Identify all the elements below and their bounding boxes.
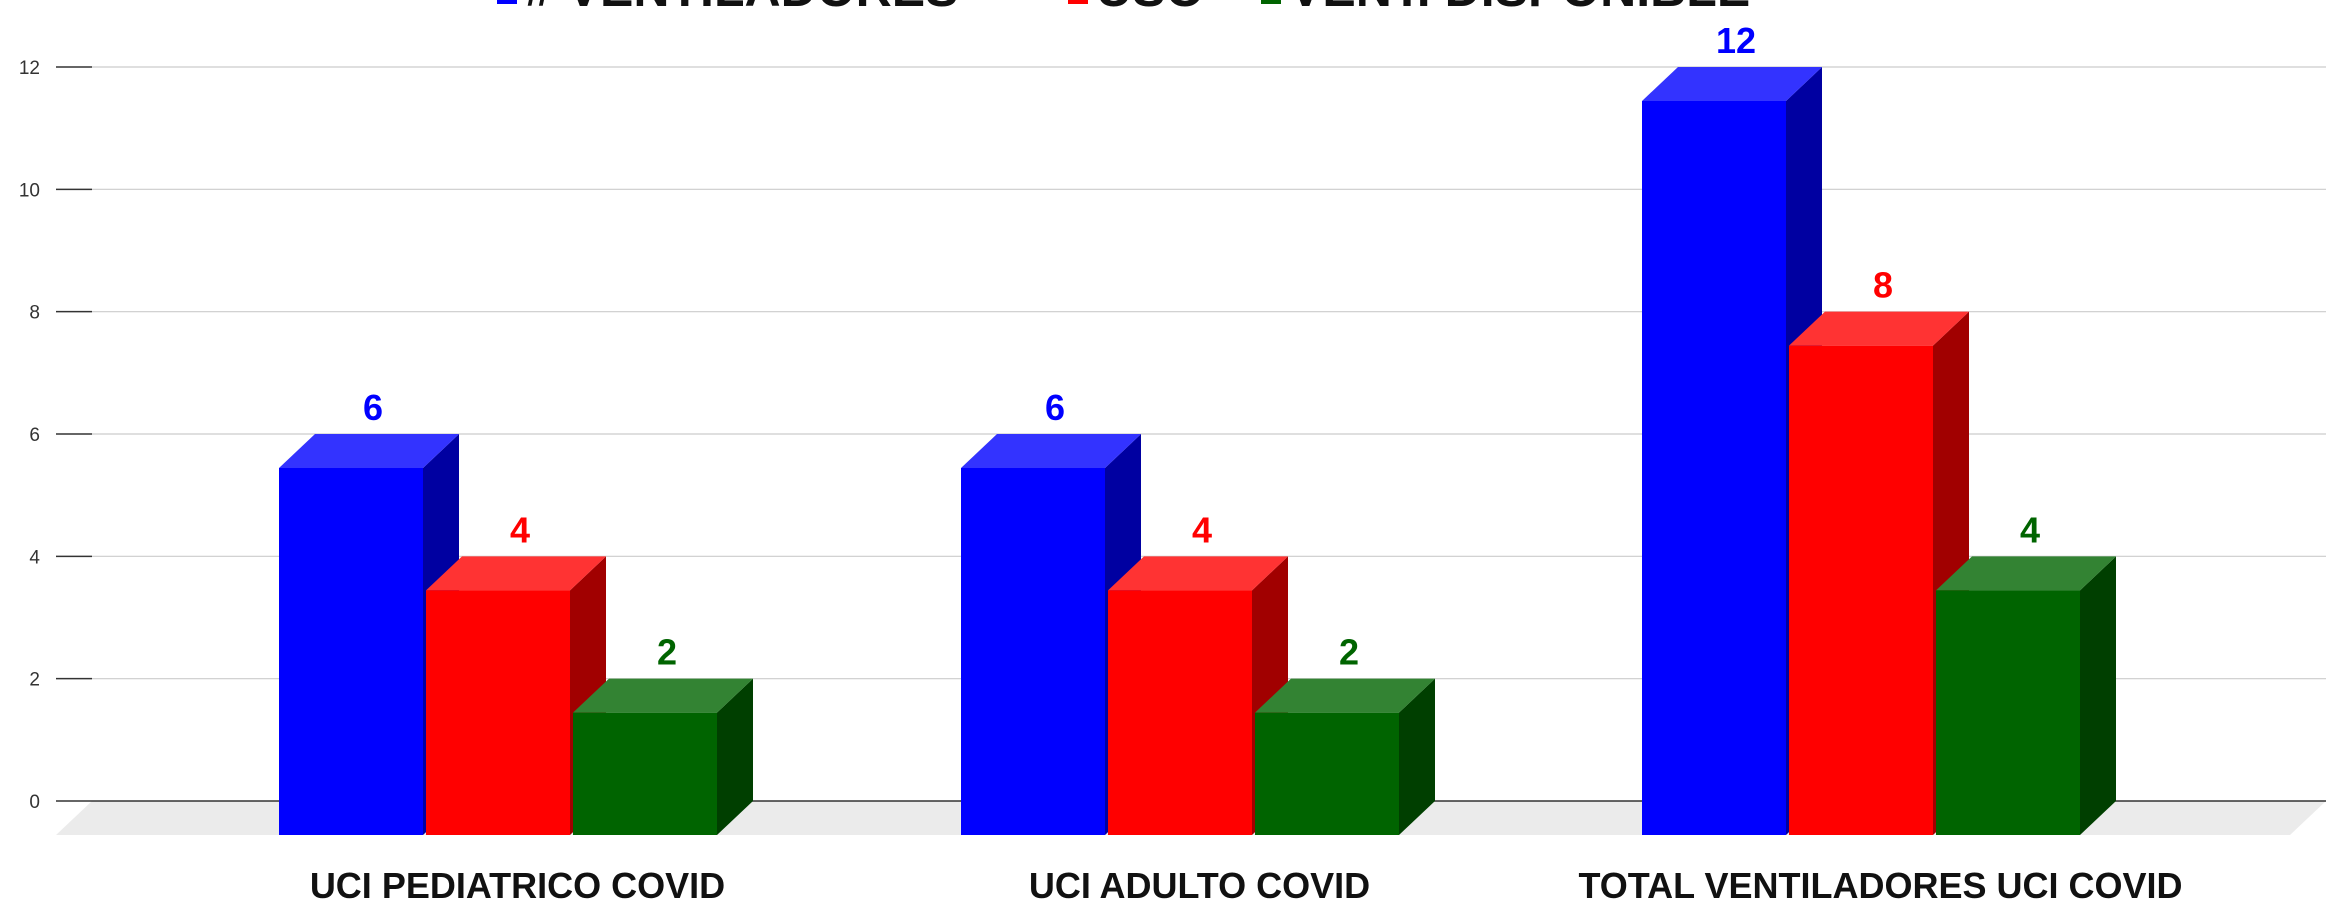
value-label: 6 bbox=[1045, 387, 1065, 428]
bar bbox=[1789, 345, 1933, 835]
bar-top bbox=[961, 434, 1141, 468]
bar-top bbox=[426, 556, 606, 591]
y-tick-label: 8 bbox=[29, 303, 40, 324]
legend-swatch bbox=[1068, 0, 1088, 4]
bar bbox=[1936, 590, 2080, 835]
bar bbox=[426, 590, 570, 835]
y-tick-label: 2 bbox=[29, 670, 40, 691]
value-label: 2 bbox=[657, 632, 677, 673]
bar-side bbox=[717, 678, 753, 835]
bar bbox=[961, 468, 1105, 835]
legend-swatch bbox=[1261, 0, 1281, 4]
legend-label: USO bbox=[1096, 0, 1204, 17]
value-label: 4 bbox=[510, 509, 530, 550]
bar-top bbox=[1642, 67, 1822, 101]
bar bbox=[1642, 101, 1786, 835]
y-tick-label: 12 bbox=[19, 58, 40, 79]
bar-top bbox=[1936, 556, 2116, 591]
bar bbox=[573, 712, 717, 835]
x-tick-label: TOTAL VENTILADORES UCI COVID bbox=[1578, 865, 2182, 902]
y-tick-label: 4 bbox=[29, 547, 40, 568]
bar-top bbox=[1255, 678, 1435, 713]
bar bbox=[279, 468, 423, 835]
value-label: 4 bbox=[2020, 509, 2040, 550]
value-label: 6 bbox=[363, 387, 383, 428]
bar bbox=[1255, 712, 1399, 835]
legend-swatch bbox=[497, 0, 517, 4]
x-tick-label: UCI ADULTO COVID bbox=[1029, 865, 1370, 902]
y-tick-label: 0 bbox=[29, 792, 40, 813]
value-label: 8 bbox=[1873, 265, 1893, 306]
bar-side bbox=[1399, 678, 1435, 835]
bar-top bbox=[279, 434, 459, 468]
value-label: 2 bbox=[1339, 632, 1359, 673]
bar-side bbox=[2080, 556, 2116, 835]
y-tick-label: 6 bbox=[29, 425, 40, 446]
value-label: 4 bbox=[1192, 509, 1212, 550]
bar-top bbox=[1789, 311, 1969, 346]
bar bbox=[1108, 590, 1252, 835]
bar-top bbox=[573, 678, 753, 713]
legend-label: VENT. DISPONIBLE bbox=[1289, 0, 1750, 17]
value-label: 12 bbox=[1716, 20, 1756, 61]
legend-label: # VENTILADORES bbox=[525, 0, 958, 17]
bar-top bbox=[1108, 556, 1288, 591]
x-tick-label: UCI PEDIATRICO COVID bbox=[310, 865, 725, 902]
y-tick-label: 10 bbox=[19, 180, 40, 201]
